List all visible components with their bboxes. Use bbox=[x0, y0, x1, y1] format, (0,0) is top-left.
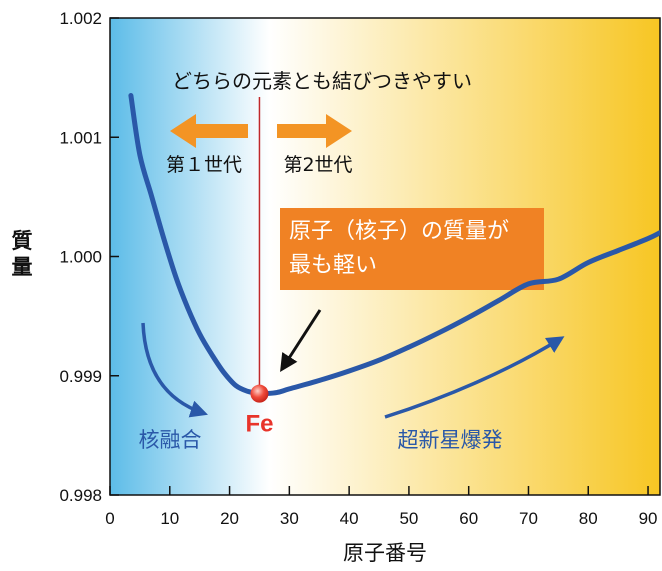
first-generation-arrow bbox=[170, 114, 248, 148]
x-tick-label: 10 bbox=[160, 509, 179, 528]
x-tick-label: 50 bbox=[399, 509, 418, 528]
x-tick-label: 60 bbox=[459, 509, 478, 528]
fe-label: Fe bbox=[245, 411, 273, 438]
pointer-arrow bbox=[280, 309, 322, 373]
y-axis-label-char-1: 質 bbox=[12, 229, 33, 253]
y-tick-label: 0.998 bbox=[59, 486, 102, 505]
supernova-label: 超新星爆発 bbox=[398, 428, 503, 452]
x-tick-label: 0 bbox=[105, 509, 114, 528]
mass-curve bbox=[128, 93, 660, 397]
box-line-1: 原子（核子）の質量が bbox=[289, 219, 509, 244]
top-annotation: どちらの元素とも結びつきやすい bbox=[172, 69, 472, 93]
fusion-label: 核融合 bbox=[139, 428, 202, 452]
box-line-2: 最も軽い bbox=[289, 253, 377, 278]
x-tick-label: 90 bbox=[639, 509, 658, 528]
fusion-arrow bbox=[141, 322, 208, 418]
second-generation-label: 第2世代 bbox=[283, 154, 352, 176]
first-generation-label: 第１世代 bbox=[166, 154, 242, 176]
y-tick-label: 1.001 bbox=[59, 128, 102, 147]
x-axis-ticks: 0 10 20 30 40 50 60 70 80 90 bbox=[105, 486, 658, 528]
y-axis-ticks: 0.998 0.999 1.000 1.001 1.002 bbox=[59, 9, 119, 505]
y-tick-label: 0.999 bbox=[59, 367, 102, 386]
supernova-arrow bbox=[384, 336, 565, 419]
x-tick-label: 70 bbox=[519, 509, 538, 528]
y-tick-label: 1.002 bbox=[59, 9, 102, 28]
x-tick-label: 30 bbox=[280, 509, 299, 528]
y-axis-label-char-2: 量 bbox=[12, 255, 33, 279]
x-tick-label: 80 bbox=[579, 509, 598, 528]
second-generation-arrow bbox=[277, 114, 352, 148]
x-tick-label: 20 bbox=[220, 509, 239, 528]
y-tick-label: 1.000 bbox=[59, 248, 102, 267]
x-axis-label: 原子番号 bbox=[343, 541, 427, 565]
fe-marker bbox=[250, 384, 269, 403]
x-tick-label: 40 bbox=[340, 509, 359, 528]
lightest-mass-box bbox=[280, 208, 544, 290]
